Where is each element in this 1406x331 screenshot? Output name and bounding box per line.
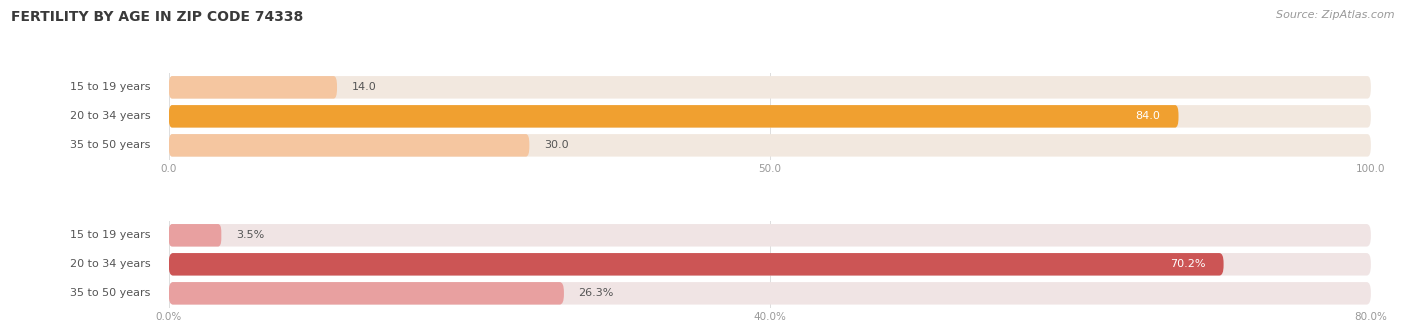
Text: 30.0: 30.0: [544, 140, 568, 150]
Text: 20 to 34 years: 20 to 34 years: [70, 111, 150, 121]
FancyBboxPatch shape: [169, 282, 564, 305]
Text: 15 to 19 years: 15 to 19 years: [70, 230, 150, 240]
Text: FERTILITY BY AGE IN ZIP CODE 74338: FERTILITY BY AGE IN ZIP CODE 74338: [11, 10, 304, 24]
FancyBboxPatch shape: [169, 76, 337, 99]
Text: 35 to 50 years: 35 to 50 years: [70, 288, 150, 298]
FancyBboxPatch shape: [169, 253, 1223, 275]
FancyBboxPatch shape: [169, 134, 529, 157]
Text: 35 to 50 years: 35 to 50 years: [70, 140, 150, 150]
FancyBboxPatch shape: [169, 105, 1371, 127]
FancyBboxPatch shape: [169, 134, 1371, 157]
FancyBboxPatch shape: [169, 224, 1371, 247]
Text: 70.2%: 70.2%: [1170, 259, 1205, 269]
Text: 26.3%: 26.3%: [578, 288, 614, 298]
Text: 84.0: 84.0: [1136, 111, 1160, 121]
FancyBboxPatch shape: [169, 282, 1371, 305]
Text: 3.5%: 3.5%: [236, 230, 264, 240]
Text: 20 to 34 years: 20 to 34 years: [70, 259, 150, 269]
Text: 15 to 19 years: 15 to 19 years: [70, 82, 150, 92]
FancyBboxPatch shape: [169, 224, 221, 247]
FancyBboxPatch shape: [169, 76, 1371, 99]
Text: Source: ZipAtlas.com: Source: ZipAtlas.com: [1277, 10, 1395, 20]
FancyBboxPatch shape: [169, 253, 1371, 275]
Text: 14.0: 14.0: [352, 82, 377, 92]
FancyBboxPatch shape: [169, 105, 1178, 127]
